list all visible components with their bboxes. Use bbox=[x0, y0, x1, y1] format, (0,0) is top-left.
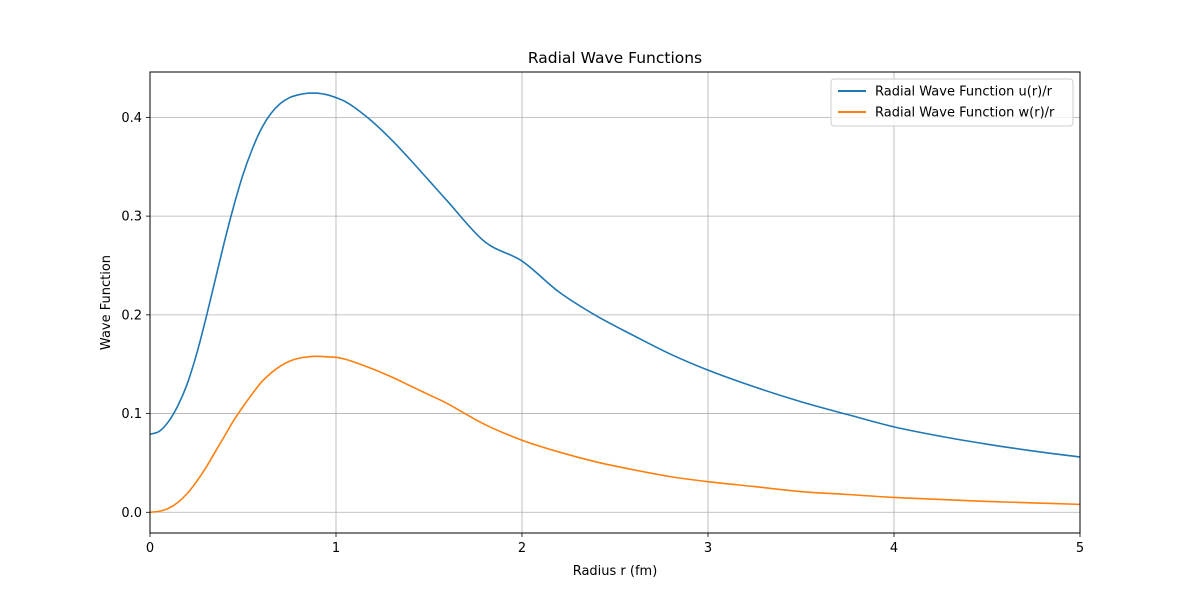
series-lines bbox=[149, 92, 1081, 514]
y-axis-label: Wave Function bbox=[99, 255, 114, 350]
x-tick-label: 4 bbox=[890, 541, 898, 556]
x-tick-label: 1 bbox=[332, 541, 340, 556]
x-tick-label: 2 bbox=[518, 541, 526, 556]
x-axis-label: Radius r (fm) bbox=[573, 564, 658, 579]
series-line-u bbox=[149, 92, 1081, 458]
legend-label-w: Radial Wave Function w(r)/r bbox=[875, 106, 1055, 121]
plot-area-frame bbox=[149, 71, 1081, 534]
y-tick-label: 0.3 bbox=[121, 210, 142, 225]
x-tick-label: 3 bbox=[704, 541, 712, 556]
legend-box bbox=[830, 78, 1074, 127]
series-line-w bbox=[149, 355, 1081, 514]
y-tick-label: 0.1 bbox=[121, 407, 142, 422]
y-tick-label: 0.2 bbox=[121, 308, 142, 323]
legend-label-u: Radial Wave Function u(r)/r bbox=[875, 85, 1053, 100]
x-tick-label: 5 bbox=[1076, 541, 1084, 556]
y-tick-label: 0.0 bbox=[121, 506, 142, 521]
y-tick-label: 0.4 bbox=[121, 111, 142, 126]
chart-title: Radial Wave Functions bbox=[528, 49, 702, 67]
axis-ticks: 0 1 2 3 4 5 0.0 0.1 0.2 0.3 0.4 bbox=[121, 111, 1084, 556]
x-tick-label: 0 bbox=[146, 541, 154, 556]
legend: Radial Wave Function u(r)/r Radial Wave … bbox=[830, 78, 1074, 127]
